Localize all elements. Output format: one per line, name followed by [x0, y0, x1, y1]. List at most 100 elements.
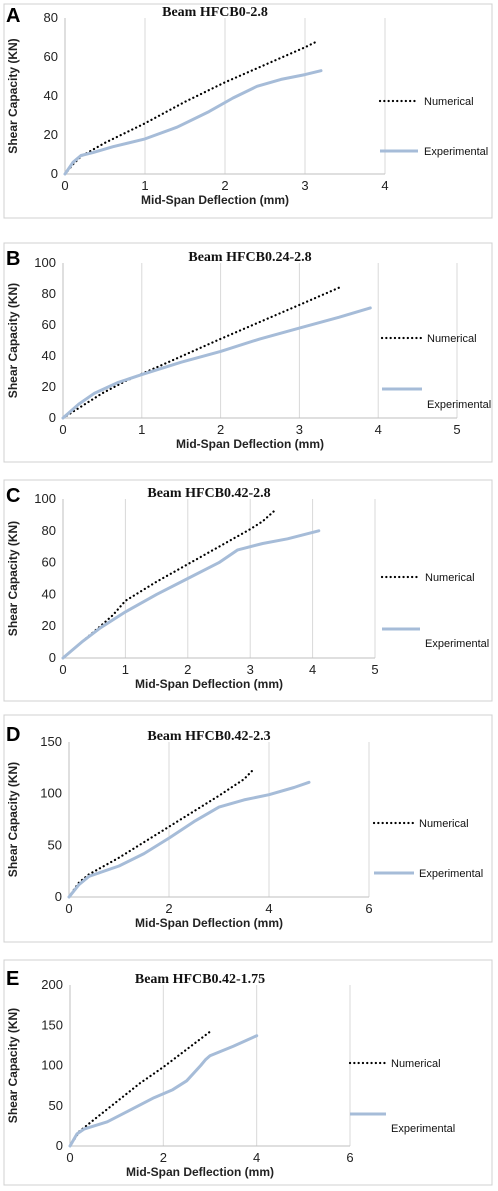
chart-title: Beam HFCB0.42-2.8: [147, 486, 270, 501]
x-tick-label: 2: [160, 1150, 167, 1165]
x-tick-label: 2: [184, 662, 191, 677]
y-tick-label: 150: [40, 734, 62, 749]
panel-letter: B: [6, 248, 20, 270]
legend-label-numerical: Numerical: [391, 1058, 441, 1070]
legend-label-numerical: Numerical: [427, 333, 477, 345]
chart-panel-c: 0 1 2 3 4 5 0 20 40 60 80 100 Mid-Span Deflection (m…: [3, 479, 493, 702]
y-tick-label: 100: [34, 491, 56, 506]
y-tick-label: 60: [42, 555, 56, 570]
y-tick-label: 0: [49, 410, 56, 425]
panel-letter: A: [6, 5, 20, 27]
x-tick-label: 6: [365, 901, 372, 916]
y-tick-label: 100: [34, 255, 56, 270]
legend-label-experimental: Experimental: [391, 1123, 455, 1135]
y-tick-label: 40: [42, 586, 56, 601]
x-tick-label: 1: [138, 422, 145, 437]
y-tick-label: 50: [49, 1098, 63, 1113]
x-tick-label: 0: [59, 422, 66, 437]
series-line-numerical: [61, 286, 340, 420]
y-tick-label: 80: [44, 10, 58, 25]
legend-label-numerical: Numerical: [424, 96, 474, 108]
y-axis-title: Shear Capacity (KN): [6, 1008, 20, 1123]
chart-title: Beam HFCB0.42-2.3: [147, 729, 270, 744]
series-line-experimental: [61, 529, 321, 660]
x-tick-label: 2: [217, 422, 224, 437]
x-tick-label: 0: [65, 901, 72, 916]
series-line-numerical: [67, 767, 256, 899]
y-axis-title: Shear Capacity (KN): [6, 521, 20, 636]
panel-frame: [3, 714, 493, 943]
panel-letter: E: [6, 968, 19, 990]
x-tick-label: 4: [375, 422, 382, 437]
x-axis-title: Mid-Span Deflection (mm): [141, 193, 289, 207]
y-tick-label: 80: [42, 523, 56, 538]
panel-frame: [3, 3, 493, 219]
y-tick-label: 200: [41, 977, 63, 992]
x-tick-label: 2: [221, 178, 228, 193]
x-tick-label: 5: [371, 662, 378, 677]
x-tick-label: 0: [61, 178, 68, 193]
y-tick-label: 0: [56, 1138, 63, 1153]
x-tick-label: 4: [309, 662, 316, 677]
panel-frame: [3, 479, 493, 702]
y-tick-label: 150: [41, 1017, 63, 1032]
x-tick-label: 1: [122, 662, 129, 677]
y-tick-label: 20: [42, 379, 56, 394]
x-axis-title: Mid-Span Deflection (mm): [135, 677, 283, 691]
legend-label-experimental: Experimental: [424, 146, 488, 158]
series-line-experimental: [63, 69, 323, 176]
legend-label-numerical: Numerical: [419, 818, 469, 830]
x-tick-label: 4: [253, 1150, 260, 1165]
x-tick-label: 3: [301, 178, 308, 193]
y-tick-label: 100: [40, 786, 62, 801]
y-tick-label: 100: [41, 1058, 63, 1073]
panel-frame: [3, 959, 493, 1186]
legend-label-numerical: Numerical: [425, 572, 475, 584]
legend-label-experimental: Experimental: [419, 868, 483, 880]
y-tick-label: 60: [44, 49, 58, 64]
chart-panel-d: 0 2 4 6 0 50 100 150 Mid-Span Deflection (mm) She…: [3, 714, 493, 943]
y-axis-title: Shear Capacity (KN): [6, 38, 20, 153]
x-tick-label: 1: [141, 178, 148, 193]
x-axis-title: Mid-Span Deflection (mm): [135, 916, 283, 930]
x-tick-label: 3: [247, 662, 254, 677]
x-tick-label: 4: [265, 901, 272, 916]
legend-label-experimental: Experimental: [427, 399, 491, 411]
y-tick-label: 20: [42, 618, 56, 633]
chart-title: Beam HFCB0-2.8: [162, 5, 268, 20]
legend-label-experimental: Experimental: [425, 638, 489, 650]
panel-letter: D: [6, 724, 20, 746]
panel-letter: C: [6, 485, 20, 507]
series-line-experimental: [67, 780, 311, 899]
chart-panel-e: 0 2 4 6 0 50 100 150 200 Mid-Span Deflection (mm)…: [3, 959, 493, 1186]
y-tick-label: 50: [48, 837, 62, 852]
series-line-experimental: [61, 306, 372, 420]
chart-title: Beam HFCB0.42-1.75: [135, 972, 265, 987]
y-tick-label: 0: [55, 889, 62, 904]
x-tick-label: 3: [296, 422, 303, 437]
y-tick-label: 40: [44, 88, 58, 103]
y-tick-label: 0: [51, 166, 58, 181]
x-tick-label: 0: [66, 1150, 73, 1165]
x-tick-label: 4: [381, 178, 388, 193]
panel-frame: [3, 242, 493, 463]
x-axis-title: Mid-Span Deflection (mm): [126, 1165, 274, 1179]
series-line-numerical: [61, 509, 277, 660]
y-tick-label: 0: [49, 650, 56, 665]
x-axis-title: Mid-Span Deflection (mm): [176, 437, 324, 451]
x-tick-label: 5: [453, 422, 460, 437]
series-line-experimental: [68, 1034, 259, 1148]
y-tick-label: 40: [42, 348, 56, 363]
chart-title: Beam HFCB0.24-2.8: [188, 250, 311, 265]
y-axis-title: Shear Capacity (KN): [6, 283, 20, 398]
x-tick-label: 6: [346, 1150, 353, 1165]
y-axis-title: Shear Capacity (KN): [6, 762, 20, 877]
y-tick-label: 80: [42, 286, 56, 301]
chart-panel-b: 0 1 2 3 4 5 0 20 40 60 80 100 Mid-Span Deflection (m…: [3, 242, 493, 463]
y-tick-label: 60: [42, 317, 56, 332]
x-tick-label: 2: [165, 901, 172, 916]
y-tick-label: 20: [44, 127, 58, 142]
x-tick-label: 0: [59, 662, 66, 677]
